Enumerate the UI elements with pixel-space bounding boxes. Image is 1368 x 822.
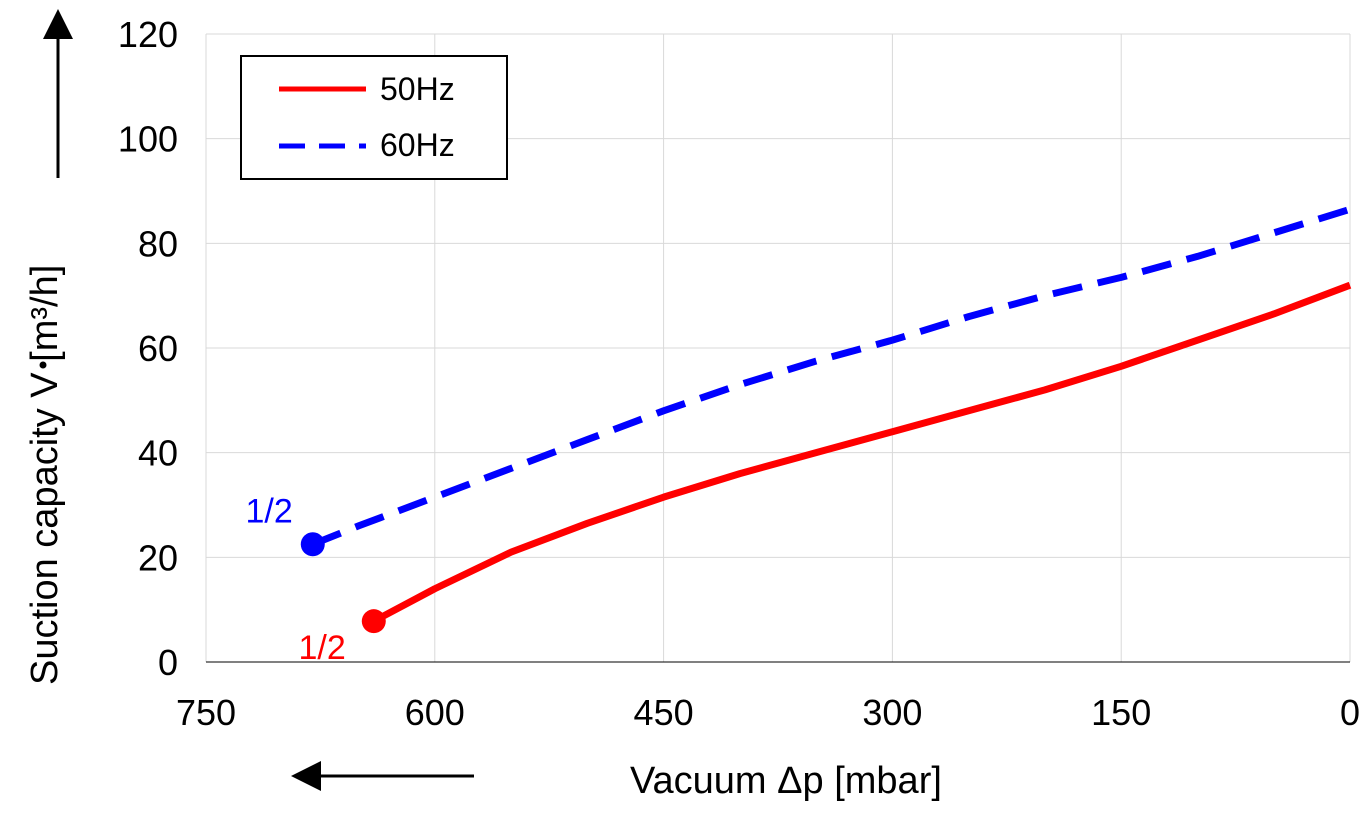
endpoint-marker-60hz <box>300 532 325 557</box>
legend: 50Hz 60Hz <box>240 55 508 180</box>
series-layer <box>311 205 1352 625</box>
flow-rate-dot-icon <box>39 361 47 369</box>
endpoint-marker-50hz <box>361 609 386 634</box>
y-tick-label: 0 <box>158 642 178 683</box>
legend-label-60hz: 60Hz <box>380 127 455 163</box>
series-line-60hz <box>311 205 1352 548</box>
x-tick-label: 600 <box>405 692 465 733</box>
x-tick-label: 0 <box>1340 692 1360 733</box>
legend-box <box>240 55 508 180</box>
series-line-50hz <box>372 281 1352 625</box>
legend-label-50hz: 50Hz <box>380 71 455 107</box>
endpoint-label-60hz: 1/2 <box>246 492 293 530</box>
x-tick-label: 300 <box>862 692 922 733</box>
x-tick-label: 150 <box>1091 692 1151 733</box>
y-tick-label: 100 <box>118 119 178 160</box>
markers-layer: 1/2 1/2 <box>246 492 386 667</box>
x-tick-label: 750 <box>176 692 236 733</box>
y-axis-title: Suction capacity V [m³/h] <box>24 265 66 685</box>
x-tick-labels: 750 600 450 300 150 0 <box>176 692 1360 733</box>
y-tick-label: 60 <box>138 328 178 369</box>
y-tick-label: 20 <box>138 537 178 578</box>
x-axis-title: Vacuum Δp [mbar] <box>630 760 942 802</box>
x-tick-label: 450 <box>634 692 694 733</box>
endpoint-label-50hz: 1/2 <box>299 629 346 667</box>
y-tick-label: 40 <box>138 433 178 474</box>
y-axis-title-unit: [m³/h] <box>24 265 66 373</box>
y-axis-title-symbol: V <box>24 372 66 398</box>
y-tick-label: 120 <box>118 14 178 55</box>
y-axis-title-prefix: Suction capacity <box>24 398 66 685</box>
y-tick-label: 80 <box>138 223 178 264</box>
y-tick-labels: 0 20 40 60 80 100 120 <box>118 14 178 683</box>
